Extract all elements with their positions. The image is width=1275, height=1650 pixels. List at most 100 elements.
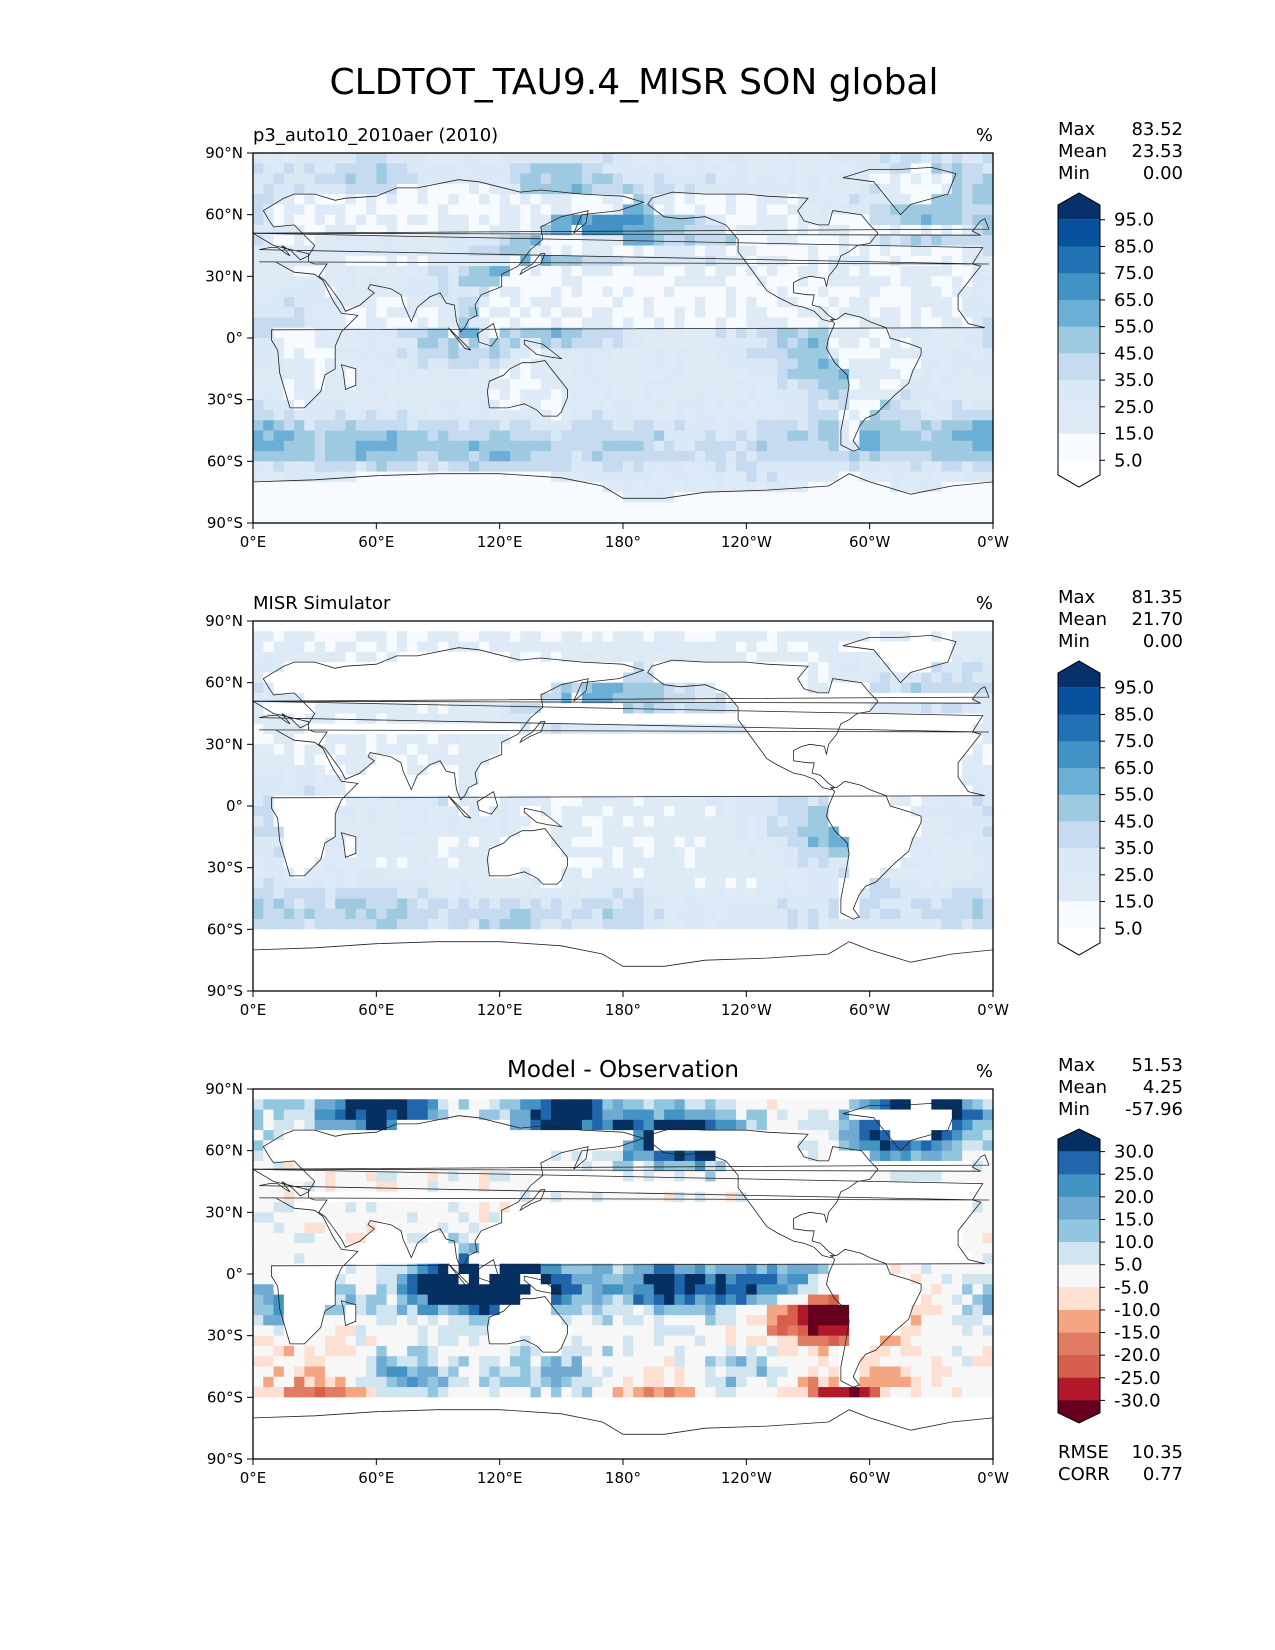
heatmap-cell [520,194,532,205]
heatmap-cell [756,908,768,920]
colorbar-label: 5.0 [1114,450,1143,471]
heatmap-cell [489,764,501,776]
heatmap-cell [684,734,696,745]
heatmap-cell [581,512,593,523]
heatmap-cell [808,307,819,319]
heatmap-cell [592,980,604,991]
heatmap-cell [520,857,532,869]
heatmap-cell [612,847,624,858]
heatmap-cell [304,296,316,308]
heatmap-cell [808,631,819,643]
heatmap-cell [910,307,922,319]
heatmap-cell [746,153,758,164]
heatmap-cell [818,204,830,216]
heatmap-cell [581,713,593,725]
heatmap-cell [746,245,758,257]
heatmap-cell [417,512,429,523]
heatmap-cell [335,430,347,442]
heatmap-cell [715,939,727,951]
heatmap-cell [890,399,902,411]
heatmap-cell [520,440,532,452]
heatmap-cell [479,358,490,370]
heatmap-cell [263,929,275,941]
heatmap-cell [653,492,665,504]
heatmap-cell [900,836,912,848]
heatmap-cell [396,153,408,164]
heatmap-cell [551,867,562,879]
heatmap-cell [633,888,645,900]
heatmap-cell [324,399,336,411]
heatmap-cell [849,204,860,216]
heatmap-cell [766,327,778,339]
heatmap-cell [304,682,316,694]
heatmap-cell [304,631,316,643]
heatmap-cell [694,194,706,205]
heatmap-cell [551,836,562,848]
heatmap-cell [407,919,419,930]
heatmap-cell [345,744,357,756]
heatmap-cell [581,296,593,308]
heatmap-cell [581,734,593,745]
heatmap-cell [561,358,573,370]
heatmap-cell [787,461,799,473]
heatmap-cell [766,399,778,411]
heatmap-cell [838,898,850,910]
heatmap-cell [427,512,439,523]
heatmap-cell [643,194,655,205]
heatmap-cell [438,960,449,972]
heatmap-cell [283,713,295,725]
heatmap-cell [808,713,819,725]
heatmap-cell [797,153,809,164]
heatmap-cell [530,908,542,920]
heatmap-cell [407,440,419,452]
heatmap-cell [509,723,521,735]
heatmap-cell [643,723,655,735]
heatmap-cell [787,399,799,411]
heatmap-cell [921,317,932,329]
heatmap-cell [797,163,809,175]
heatmap-cell [386,662,398,673]
heatmap-cell [273,153,285,164]
heatmap-cell [571,631,583,643]
heatmap-cell [304,153,316,164]
heatmap-cell [509,286,521,298]
heatmap-cell [828,713,840,725]
heatmap-cell [653,877,665,889]
heatmap-cell [869,173,881,185]
heatmap-cell [674,713,686,725]
heatmap-cell [633,764,645,776]
heatmap-cell [602,163,614,175]
heatmap-cell [808,461,819,473]
heatmap-cell [777,430,789,442]
heatmap-cell [294,826,305,838]
heatmap-cell [396,826,408,838]
heatmap-cell [468,307,480,319]
heatmap-cell [448,764,460,776]
heatmap-cell [438,214,449,226]
heatmap-cell [818,214,830,226]
heatmap-cell [571,939,583,951]
heatmap-cell [664,867,675,879]
heatmap-cell [386,651,398,663]
heatmap-cell [633,502,645,514]
heatmap-cell [499,949,511,961]
heatmap-cell [602,358,614,370]
heatmap-cell [355,245,367,257]
heatmap-cell [643,255,655,267]
heatmap-cell [694,286,706,298]
heatmap-cell [489,440,501,452]
heatmap-cell [633,194,645,205]
heatmap-cell [386,939,398,951]
heatmap-cell [921,461,932,473]
heatmap-cell [273,389,285,401]
heatmap-cell [314,502,326,514]
heatmap-cell [581,368,593,380]
heatmap-cell [623,492,634,504]
heatmap-cell [756,348,768,360]
heatmap-cell [448,430,460,442]
heatmap-cell [962,245,974,257]
heatmap-cell [879,338,891,349]
heatmap-cell [253,662,264,673]
heatmap-cell [838,806,850,817]
heatmap-cell [366,399,377,411]
